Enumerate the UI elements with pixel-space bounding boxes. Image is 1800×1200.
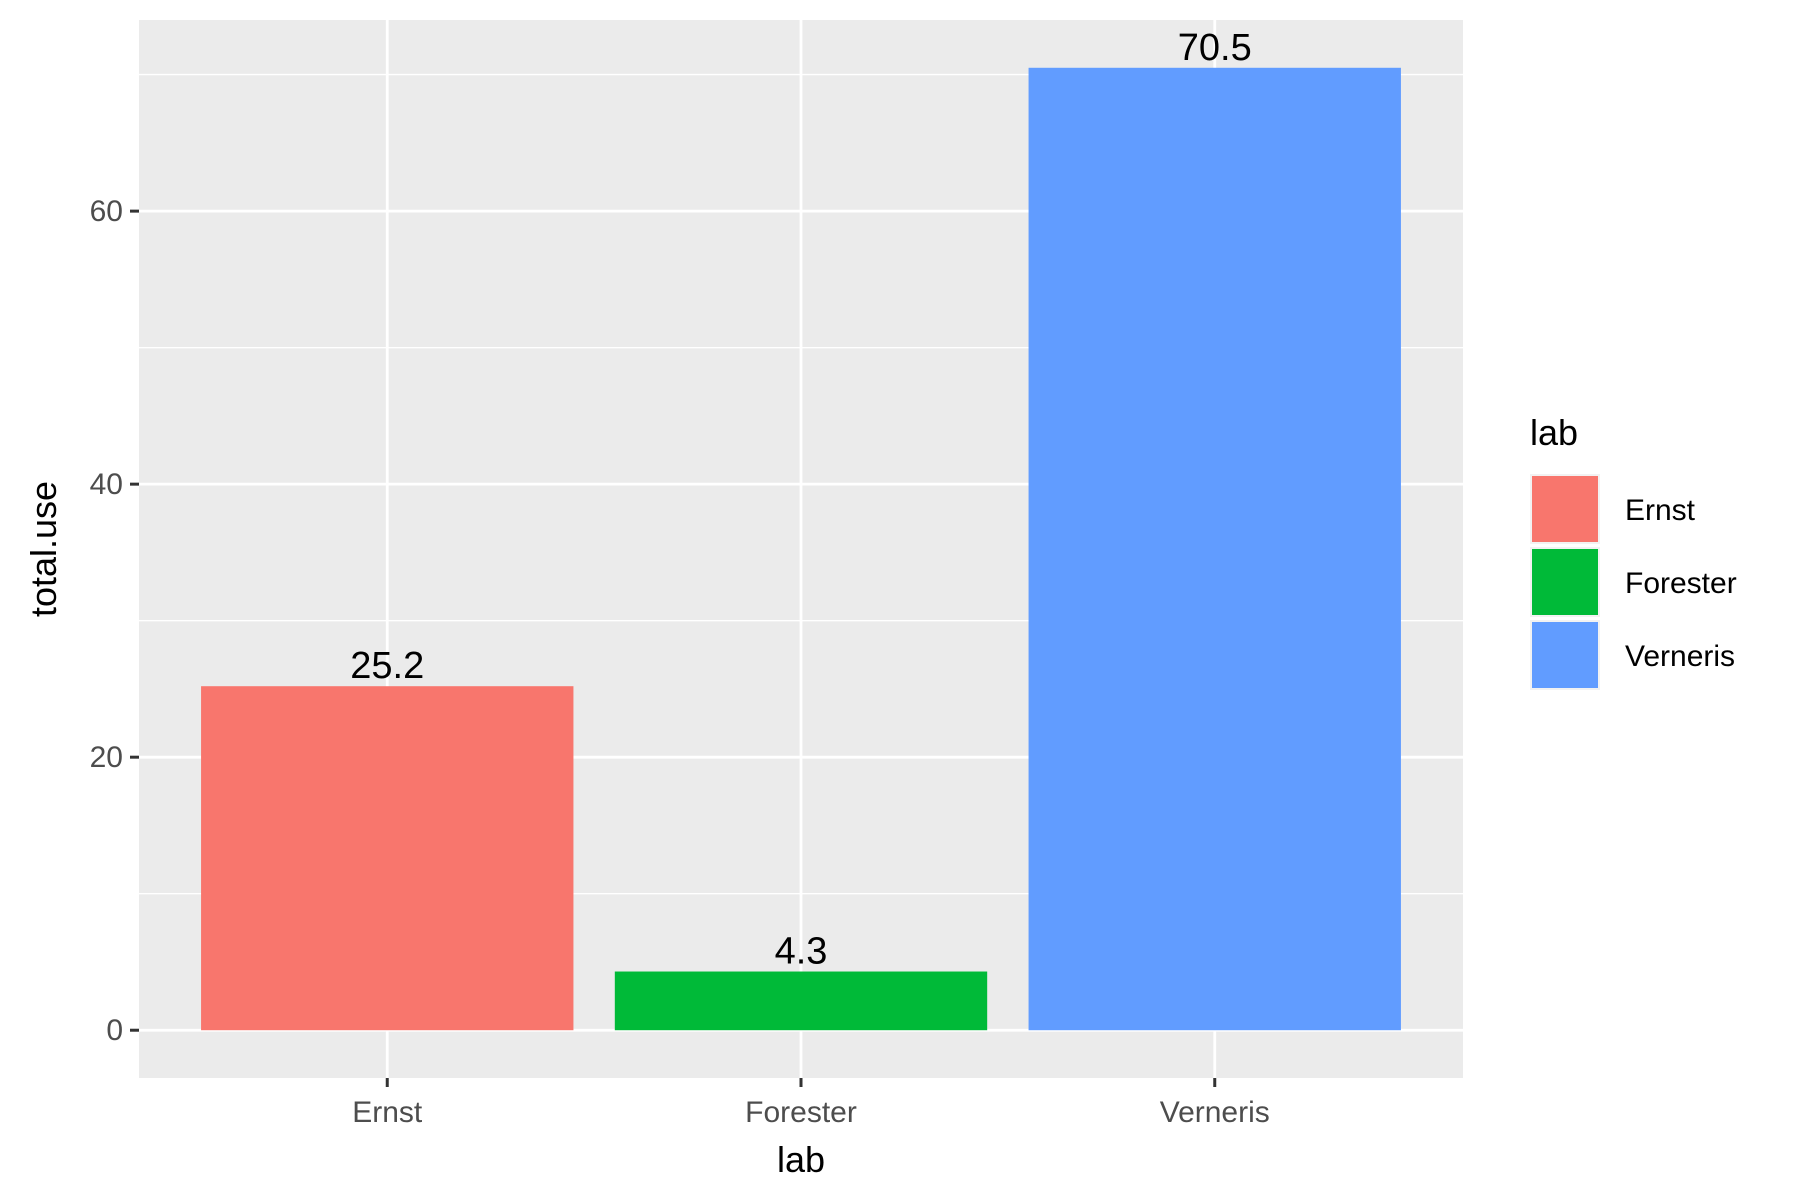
x-tick-label: Forester: [745, 1096, 857, 1129]
legend-swatch-forester: [1532, 549, 1598, 615]
legend-label-forester: Forester: [1625, 567, 1737, 600]
y-axis-title: total.use: [23, 481, 64, 617]
data-label-ernst: 25.2: [350, 645, 424, 687]
data-label-verneris: 70.5: [1178, 27, 1252, 69]
y-tick-label: 40: [90, 468, 123, 501]
bars: [201, 67, 1401, 1031]
bar-verneris: [1028, 67, 1401, 1031]
legend-label-ernst: Ernst: [1625, 494, 1696, 527]
x-axis: Ernst Forester Verneris: [352, 1078, 1270, 1129]
legend-label-verneris: Verneris: [1625, 640, 1735, 673]
x-axis-title: lab: [777, 1139, 825, 1180]
y-axis: 0 20 40 60: [90, 195, 139, 1047]
legend-title: lab: [1530, 412, 1578, 453]
legend-swatch-verneris: [1532, 622, 1598, 688]
x-tick-label: Verneris: [1160, 1096, 1270, 1129]
data-labels: 25.2 4.3 70.5: [350, 27, 1251, 973]
y-tick-label: 0: [106, 1014, 123, 1047]
y-tick-label: 60: [90, 195, 123, 228]
legend-swatch-ernst: [1532, 476, 1598, 542]
data-label-forester: 4.3: [775, 931, 828, 973]
legend: lab Ernst Forester Verneris: [1530, 412, 1737, 690]
bar-forester: [614, 971, 988, 1031]
bar-ernst: [201, 686, 574, 1031]
y-tick-label: 20: [90, 741, 123, 774]
x-tick-label: Ernst: [352, 1096, 423, 1129]
